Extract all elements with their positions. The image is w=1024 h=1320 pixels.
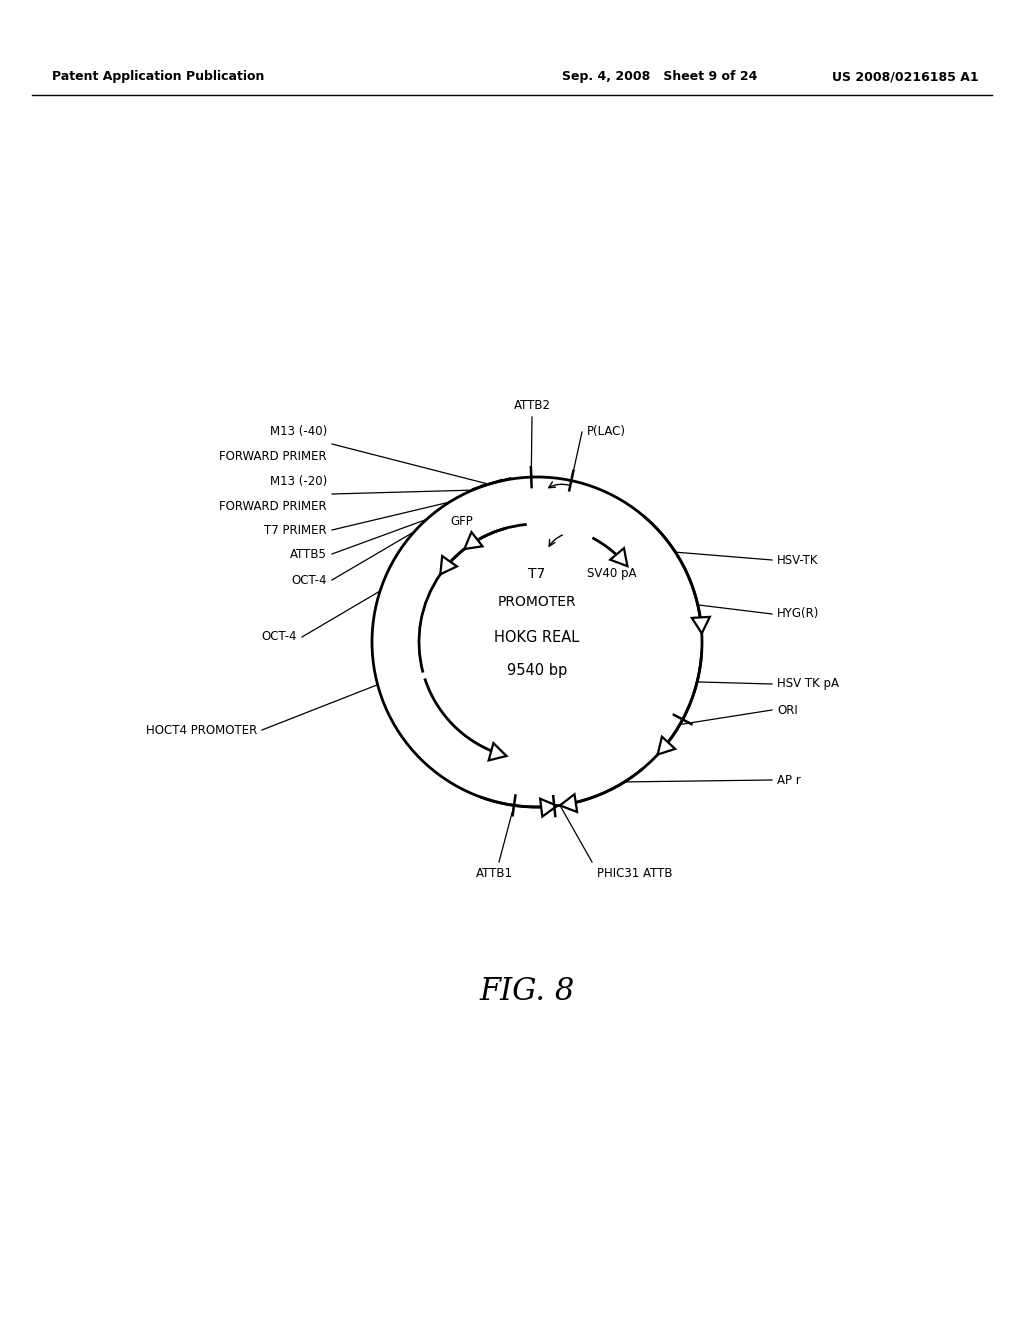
Text: FORWARD PRIMER: FORWARD PRIMER — [219, 500, 327, 513]
Text: FIG. 8: FIG. 8 — [479, 977, 574, 1007]
Text: HSV-TK: HSV-TK — [777, 553, 818, 566]
Text: FORWARD PRIMER: FORWARD PRIMER — [219, 450, 327, 463]
Polygon shape — [488, 743, 507, 760]
Polygon shape — [610, 548, 628, 566]
Text: P(LAC): P(LAC) — [587, 425, 626, 438]
Text: AP r: AP r — [777, 774, 801, 787]
Text: ATTB1: ATTB1 — [475, 867, 512, 880]
Text: M13 (-20): M13 (-20) — [269, 474, 327, 487]
Text: OCT-4: OCT-4 — [261, 631, 297, 644]
Text: T7 PRIMER: T7 PRIMER — [264, 524, 327, 536]
Polygon shape — [657, 737, 675, 755]
Polygon shape — [440, 556, 457, 574]
Text: HOKG REAL: HOKG REAL — [495, 630, 580, 644]
Text: HSV TK pA: HSV TK pA — [777, 677, 839, 690]
Polygon shape — [560, 795, 578, 812]
Text: M13 (-40): M13 (-40) — [269, 425, 327, 437]
Text: US 2008/0216185 A1: US 2008/0216185 A1 — [831, 70, 979, 83]
Text: ORI: ORI — [777, 704, 798, 717]
Text: 9540 bp: 9540 bp — [507, 663, 567, 677]
Text: HOCT4 PROMOTER: HOCT4 PROMOTER — [145, 723, 257, 737]
Text: ATTB2: ATTB2 — [513, 399, 551, 412]
Polygon shape — [692, 616, 710, 634]
Text: ATTB5: ATTB5 — [290, 548, 327, 561]
Text: T7: T7 — [528, 568, 546, 581]
Text: PHIC31 ATTB: PHIC31 ATTB — [597, 867, 673, 880]
Text: HYG(R): HYG(R) — [777, 607, 819, 620]
Text: Patent Application Publication: Patent Application Publication — [52, 70, 264, 83]
Text: PROMOTER: PROMOTER — [498, 595, 577, 609]
Text: Sep. 4, 2008   Sheet 9 of 24: Sep. 4, 2008 Sheet 9 of 24 — [562, 70, 758, 83]
Text: OCT-4: OCT-4 — [292, 573, 327, 586]
Text: GFP: GFP — [451, 515, 473, 528]
Text: SV40 pA: SV40 pA — [587, 568, 637, 581]
Polygon shape — [464, 532, 482, 549]
Polygon shape — [540, 799, 557, 817]
